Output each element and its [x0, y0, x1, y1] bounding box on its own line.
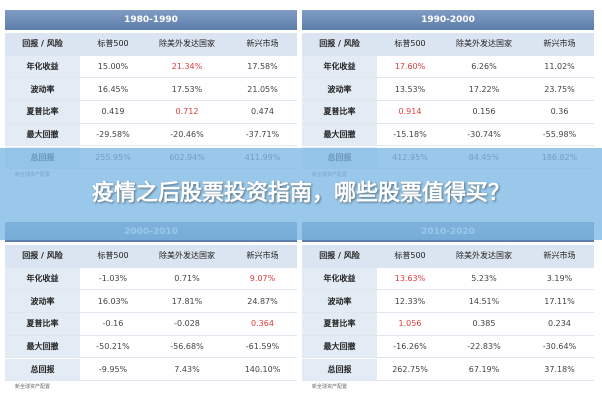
value-cell: 0.71% [146, 267, 228, 291]
value-cell: 6.26% [443, 55, 525, 79]
row-label: 波动率 [302, 290, 377, 314]
value-cell: -22.83% [443, 335, 525, 359]
value-cell: -61.59% [228, 335, 297, 359]
header-cell: 标普500 [377, 245, 443, 268]
header-cell: 除美外发达国家 [443, 33, 525, 56]
source-note: 新全球资产配置 [15, 384, 51, 391]
row-label: 总回报 [5, 358, 80, 382]
value-cell: -29.58% [80, 123, 146, 147]
value-cell: 17.53% [146, 78, 228, 102]
row-label: 夏普比率 [5, 101, 80, 124]
value-cell: 1.056 [377, 313, 443, 336]
row-label: 夏普比率 [5, 313, 80, 336]
value-cell: -56.68% [146, 335, 228, 359]
value-cell: -9.95% [80, 358, 146, 382]
row-label: 波动率 [302, 78, 377, 102]
header-cell: 新兴市场 [228, 245, 297, 268]
panel-title: 1990-2000 [302, 10, 594, 30]
value-cell: 67.19% [443, 358, 525, 382]
header-cell: 回报 / 风险 [302, 33, 377, 56]
value-cell: 24.87% [228, 290, 297, 314]
value-cell: -55.98% [525, 123, 594, 147]
value-cell: 17.60% [377, 55, 443, 79]
value-cell: 13.63% [377, 267, 443, 291]
header-cell: 新兴市场 [525, 33, 594, 56]
value-cell: 15.00% [80, 55, 146, 79]
value-cell: 17.81% [146, 290, 228, 314]
value-cell: 14.51% [443, 290, 525, 314]
value-cell: -16.26% [377, 335, 443, 359]
value-cell: 3.19% [525, 267, 594, 291]
header-cell: 新兴市场 [228, 33, 297, 56]
value-cell: -0.028 [146, 313, 228, 336]
row-label: 最大回撤 [302, 335, 377, 359]
value-cell: 0.914 [377, 101, 443, 124]
value-cell: 0.364 [228, 313, 297, 336]
header-cell: 新兴市场 [525, 245, 594, 268]
value-cell: 140.10% [228, 358, 297, 382]
value-cell: -0.16 [80, 313, 146, 336]
value-cell: 11.02% [525, 55, 594, 79]
value-cell: -15.18% [377, 123, 443, 147]
header-cell: 标普500 [80, 33, 146, 56]
value-cell: 5.23% [443, 267, 525, 291]
source-note: 新全球资产配置 [312, 384, 348, 391]
value-cell: -20.46% [146, 123, 228, 147]
row-label: 夏普比率 [302, 101, 377, 124]
value-cell: 21.34% [146, 55, 228, 79]
panel-title: 1980-1990 [5, 10, 297, 30]
value-cell: 17.22% [443, 78, 525, 102]
value-cell: 0.234 [525, 313, 594, 336]
value-cell: 262.75% [377, 358, 443, 382]
row-label: 波动率 [5, 290, 80, 314]
value-cell: 17.58% [228, 55, 297, 79]
headline: 疫情之后股票投资指南，哪些股票值得买？ [91, 181, 510, 206]
value-cell: 23.75% [525, 78, 594, 102]
value-cell: 13.53% [377, 78, 443, 102]
value-cell: 9.07% [228, 267, 297, 291]
value-cell: -30.74% [443, 123, 525, 147]
header-cell: 除美外发达国家 [443, 245, 525, 268]
row-label: 年化收益 [5, 267, 80, 291]
header-cell: 标普500 [377, 33, 443, 56]
row-label: 夏普比率 [302, 313, 377, 336]
value-cell: -50.21% [80, 335, 146, 359]
value-cell: 0.36 [525, 101, 594, 124]
row-label: 波动率 [5, 78, 80, 102]
banner: 疫情之后股票投资指南，哪些股票值得买？ [0, 148, 602, 240]
value-cell: 0.156 [443, 101, 525, 124]
value-cell: -37.71% [228, 123, 297, 147]
value-cell: 37.18% [525, 358, 594, 382]
value-cell: 12.33% [377, 290, 443, 314]
value-cell: 0.385 [443, 313, 525, 336]
row-label: 最大回撤 [302, 123, 377, 147]
row-label: 总回报 [302, 358, 377, 382]
header-cell: 除美外发达国家 [146, 245, 228, 268]
value-cell: 16.45% [80, 78, 146, 102]
value-cell: 7.43% [146, 358, 228, 382]
header-cell: 回报 / 风险 [5, 33, 80, 56]
row-label: 年化收益 [302, 267, 377, 291]
value-cell: 0.712 [146, 101, 228, 124]
value-cell: -1.03% [80, 267, 146, 291]
header-cell: 回报 / 风险 [5, 245, 80, 268]
value-cell: 16.03% [80, 290, 146, 314]
row-label: 最大回撤 [5, 335, 80, 359]
row-label: 年化收益 [5, 55, 80, 79]
header-cell: 除美外发达国家 [146, 33, 228, 56]
value-cell: 0.474 [228, 101, 297, 124]
header-cell: 标普500 [80, 245, 146, 268]
row-label: 年化收益 [302, 55, 377, 79]
value-cell: -30.64% [525, 335, 594, 359]
row-label: 最大回撤 [5, 123, 80, 147]
header-cell: 回报 / 风险 [302, 245, 377, 268]
value-cell: 21.05% [228, 78, 297, 102]
value-cell: 17.11% [525, 290, 594, 314]
value-cell: 0.419 [80, 101, 146, 124]
